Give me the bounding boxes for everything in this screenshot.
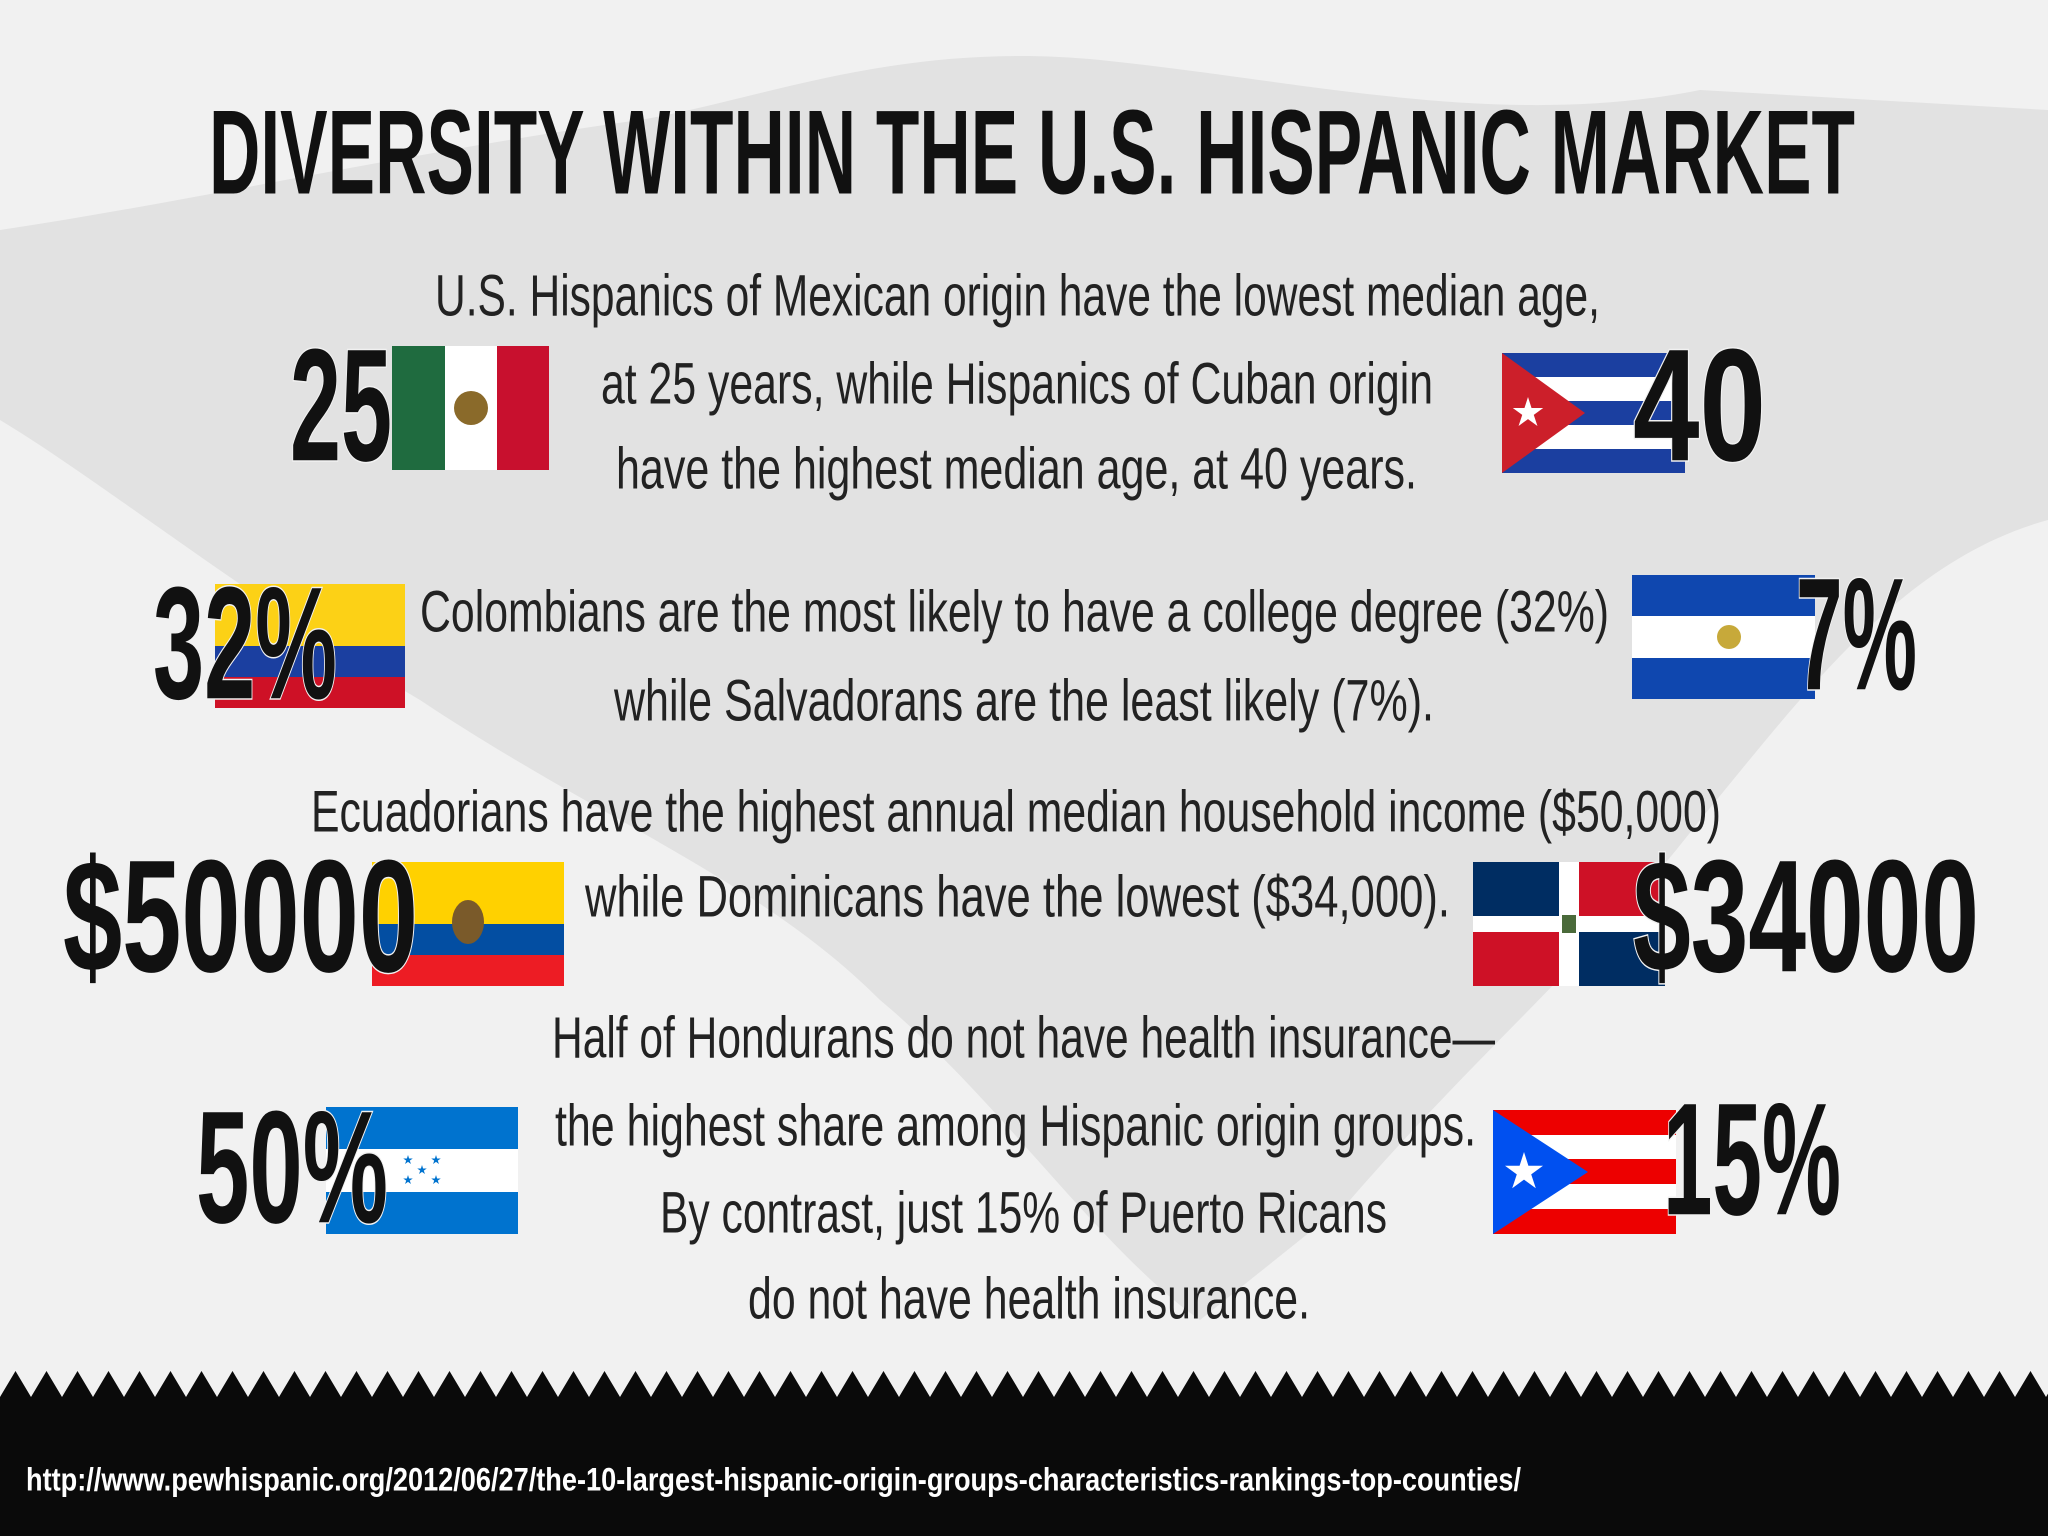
text-line: By contrast, just 15% of Puerto Ricans bbox=[660, 1180, 1387, 1245]
flag-el-salvador-part bbox=[1632, 575, 1815, 616]
flag-dominican-republic bbox=[1473, 862, 1665, 986]
text-line: Ecuadorians have the highest annual medi… bbox=[311, 779, 1721, 844]
flag-dominican-republic-part bbox=[1579, 862, 1665, 916]
right-figure: 40 bbox=[1633, 315, 1766, 494]
text-line: Colombians are the most likely to have a… bbox=[420, 579, 1609, 644]
title: DIVERSITY WITHIN THE U.S. HISPANIC MARKE… bbox=[209, 86, 1855, 220]
flag-ecuador bbox=[372, 862, 564, 986]
flag-cuba-part bbox=[1502, 449, 1685, 473]
source-url: http://www.pewhispanic.org/2012/06/27/th… bbox=[26, 1461, 1521, 1497]
flag-honduras-part bbox=[326, 1107, 518, 1149]
flag-colombia-part bbox=[215, 646, 405, 677]
text-line: at 25 years, while Hispanics of Cuban or… bbox=[601, 351, 1433, 416]
right-figure: 15% bbox=[1663, 1069, 1841, 1248]
text-line: while Dominicans have the lowest ($34,00… bbox=[584, 864, 1450, 929]
flag-cuba-part bbox=[1502, 353, 1585, 473]
flag-puerto-rico bbox=[1493, 1110, 1676, 1234]
flag-colombia-part bbox=[215, 677, 405, 708]
footer-band bbox=[0, 1371, 2048, 1536]
flag-dominican-republic-part bbox=[1562, 915, 1576, 933]
text-line: the highest share among Hispanic origin … bbox=[555, 1093, 1476, 1158]
flag-el-salvador-part bbox=[1717, 625, 1741, 649]
flag-colombia-part bbox=[215, 584, 405, 646]
flag-dominican-republic-part bbox=[1473, 862, 1559, 916]
flag-mexico-part bbox=[497, 346, 549, 470]
left-figure: 50% bbox=[196, 1077, 388, 1256]
flag-ecuador-part bbox=[452, 900, 484, 944]
right-figure: 7% bbox=[1796, 544, 1917, 723]
flag-mexico bbox=[392, 346, 549, 470]
flag-el-salvador bbox=[1632, 575, 1815, 699]
flag-mexico-part bbox=[454, 391, 488, 425]
flag-honduras bbox=[326, 1107, 518, 1234]
flag-dominican-republic-part bbox=[1473, 932, 1559, 986]
right-figure: $34000 bbox=[1633, 826, 1979, 1005]
text-line: Half of Hondurans do not have health ins… bbox=[552, 1005, 1495, 1070]
left-figure: 25 bbox=[290, 315, 392, 494]
flag-dominican-republic-part bbox=[1579, 932, 1665, 986]
flag-el-salvador-part bbox=[1632, 658, 1815, 699]
flag-ecuador-part bbox=[372, 955, 564, 986]
text-line: U.S. Hispanics of Mexican origin have th… bbox=[435, 263, 1600, 328]
flag-colombia bbox=[215, 584, 405, 708]
text-line: do not have health insurance. bbox=[748, 1266, 1310, 1331]
flag-cuba-part bbox=[1502, 353, 1685, 377]
text-line: have the highest median age, at 40 years… bbox=[616, 436, 1417, 501]
left-figure: 32% bbox=[153, 553, 337, 732]
text-line: while Salvadorans are the least likely (… bbox=[613, 668, 1434, 733]
flag-mexico-part bbox=[392, 346, 445, 470]
flag-puerto-rico-part bbox=[1493, 1110, 1588, 1234]
flag-honduras-part bbox=[326, 1192, 518, 1234]
left-figure: $50000 bbox=[63, 826, 418, 1005]
flag-cuba bbox=[1502, 353, 1685, 473]
